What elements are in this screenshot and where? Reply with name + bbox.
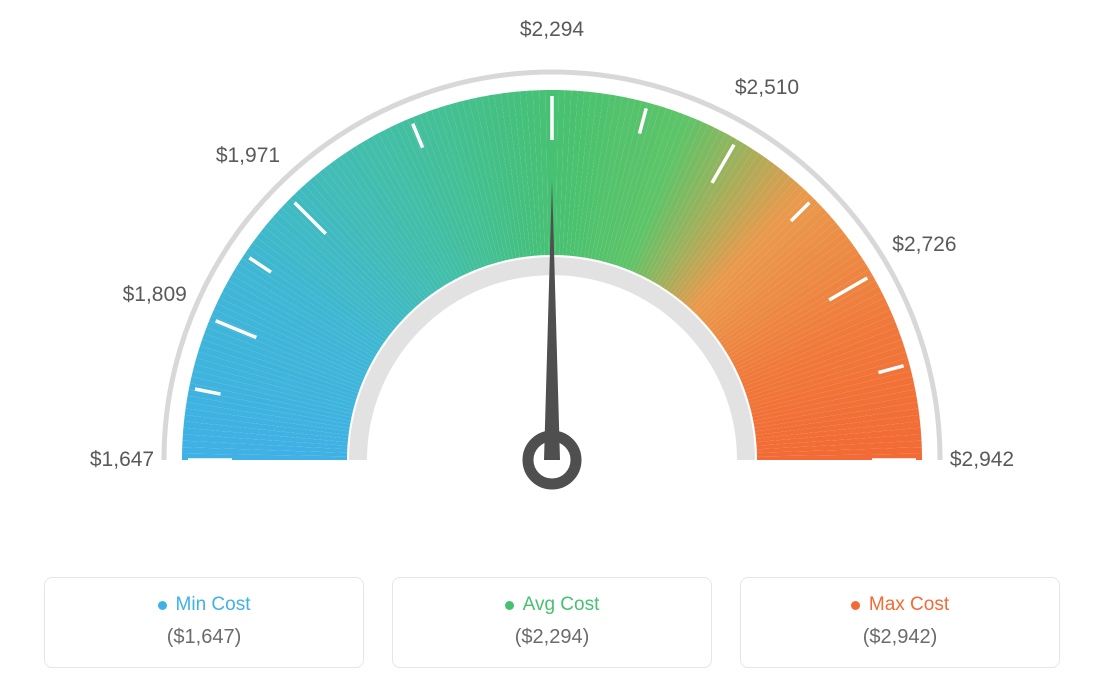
legend-title-avg: Avg Cost bbox=[505, 594, 600, 616]
gauge-tick-label: $2,942 bbox=[950, 448, 1014, 472]
legend-card-avg: Avg Cost ($2,294) bbox=[392, 577, 712, 668]
gauge-container: $1,647 $1,809 $1,971 $2,294 $2,510 $2,726 $2,9… bbox=[0, 0, 1104, 560]
legend-title-text-avg: Avg Cost bbox=[523, 594, 600, 616]
gauge-tick-label: $1,647 bbox=[90, 448, 154, 472]
gauge-tick-label: $1,809 bbox=[123, 283, 187, 307]
legend-title-text-max: Max Cost bbox=[869, 594, 949, 616]
legend-value-avg: ($2,294) bbox=[403, 626, 701, 649]
legend-title-text-min: Min Cost bbox=[176, 594, 251, 616]
legend-dot-avg bbox=[505, 601, 514, 610]
legend-value-max: ($2,942) bbox=[751, 626, 1049, 649]
gauge-tick-label: $2,726 bbox=[892, 233, 956, 257]
legend-value-min: ($1,647) bbox=[55, 626, 353, 649]
legend-card-min: Min Cost ($1,647) bbox=[44, 577, 364, 668]
legend-row: Min Cost ($1,647) Avg Cost ($2,294) Max … bbox=[0, 577, 1104, 668]
legend-title-max: Max Cost bbox=[851, 594, 949, 616]
legend-dot-min bbox=[158, 601, 167, 610]
gauge-tick-label: $1,971 bbox=[216, 144, 280, 168]
gauge-svg bbox=[102, 40, 1002, 550]
legend-card-max: Max Cost ($2,942) bbox=[740, 577, 1060, 668]
gauge-tick-label: $2,294 bbox=[520, 18, 584, 42]
gauge-tick-label: $2,510 bbox=[735, 76, 799, 100]
legend-title-min: Min Cost bbox=[158, 594, 251, 616]
legend-dot-max bbox=[851, 601, 860, 610]
